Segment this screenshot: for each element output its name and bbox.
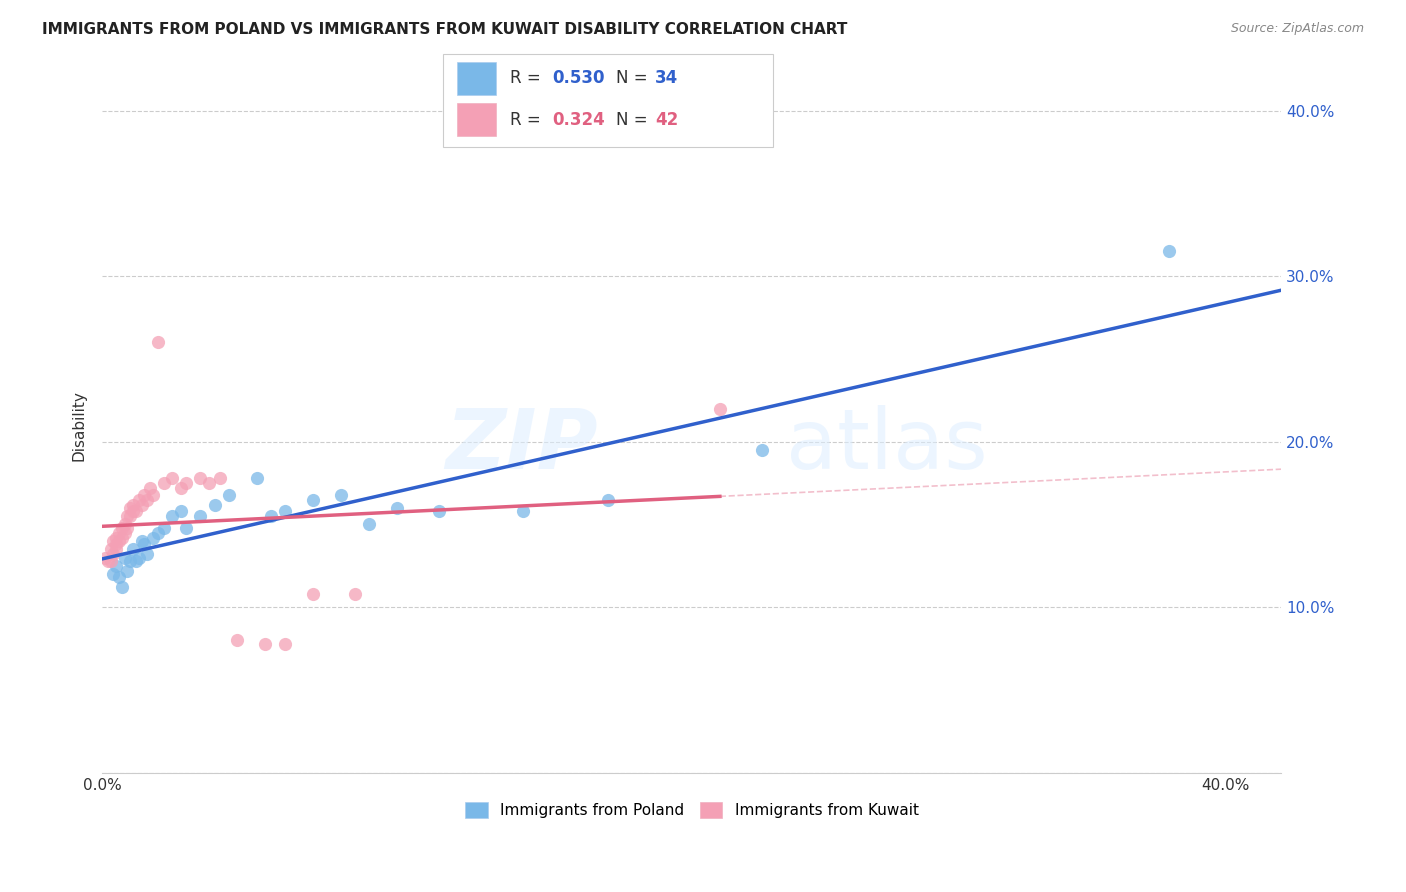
Point <box>117 509 139 524</box>
Point <box>122 542 145 557</box>
Text: Source: ZipAtlas.com: Source: ZipAtlas.com <box>1230 22 1364 36</box>
Point <box>120 500 142 515</box>
Point <box>136 492 159 507</box>
Point <box>162 509 184 524</box>
Point <box>273 637 295 651</box>
Text: IMMIGRANTS FROM POLAND VS IMMIGRANTS FROM KUWAIT DISABILITY CORRELATION CHART: IMMIGRANTS FROM POLAND VS IMMIGRANTS FRO… <box>42 22 848 37</box>
Point <box>301 492 323 507</box>
Point <box>142 488 165 502</box>
Point <box>204 498 226 512</box>
Point <box>105 537 128 551</box>
Point <box>427 504 450 518</box>
Point <box>105 531 128 545</box>
Point <box>226 633 249 648</box>
Point <box>512 504 534 518</box>
Text: R =: R = <box>510 111 547 128</box>
Point <box>148 525 170 540</box>
Point <box>134 488 156 502</box>
Point <box>97 554 120 568</box>
Point <box>142 531 165 545</box>
Point <box>301 587 323 601</box>
Text: N =: N = <box>616 70 652 87</box>
Point <box>108 533 131 548</box>
Point <box>170 481 193 495</box>
Point <box>122 504 145 518</box>
Point <box>94 550 117 565</box>
Point <box>111 580 134 594</box>
Text: R =: R = <box>510 70 547 87</box>
Text: atlas: atlas <box>786 406 988 486</box>
Point <box>117 521 139 535</box>
Point <box>103 567 125 582</box>
Point <box>357 517 380 532</box>
Point <box>329 488 352 502</box>
Point <box>128 550 150 565</box>
Text: N =: N = <box>616 111 652 128</box>
Point <box>198 476 221 491</box>
Point <box>254 637 277 651</box>
Point <box>111 521 134 535</box>
Point <box>139 481 162 495</box>
Point <box>176 476 198 491</box>
Point <box>148 335 170 350</box>
Point <box>108 525 131 540</box>
Point <box>246 471 269 485</box>
Point <box>108 570 131 584</box>
Point <box>136 547 159 561</box>
Point <box>218 488 240 502</box>
Point <box>190 509 212 524</box>
Point <box>120 509 142 524</box>
Point <box>751 442 773 457</box>
Text: 34: 34 <box>655 70 679 87</box>
Point <box>125 554 148 568</box>
Point <box>385 500 408 515</box>
Text: ZIP: ZIP <box>444 406 598 486</box>
Point <box>100 554 122 568</box>
Point <box>153 476 176 491</box>
Point <box>114 550 136 565</box>
Point <box>111 531 134 545</box>
Point <box>162 471 184 485</box>
Point <box>176 521 198 535</box>
Point <box>114 517 136 532</box>
Point <box>122 498 145 512</box>
Point <box>273 504 295 518</box>
Point <box>103 533 125 548</box>
Point <box>596 492 619 507</box>
Point <box>117 564 139 578</box>
Point <box>260 509 283 524</box>
Y-axis label: Disability: Disability <box>72 390 86 460</box>
Text: 0.530: 0.530 <box>553 70 605 87</box>
Point <box>1159 244 1181 259</box>
Point <box>131 533 153 548</box>
Point <box>128 492 150 507</box>
Point <box>120 554 142 568</box>
Point <box>134 537 156 551</box>
Legend: Immigrants from Poland, Immigrants from Kuwait: Immigrants from Poland, Immigrants from … <box>458 796 925 824</box>
Point <box>343 587 366 601</box>
Point <box>190 471 212 485</box>
Text: 0.324: 0.324 <box>553 111 606 128</box>
Point <box>103 547 125 561</box>
Point <box>105 542 128 557</box>
Point <box>170 504 193 518</box>
Point <box>114 525 136 540</box>
Point <box>131 498 153 512</box>
Point <box>153 521 176 535</box>
Point <box>209 471 232 485</box>
Point <box>105 558 128 573</box>
Point <box>709 401 731 416</box>
Point <box>125 504 148 518</box>
Point <box>100 542 122 557</box>
Text: 42: 42 <box>655 111 679 128</box>
